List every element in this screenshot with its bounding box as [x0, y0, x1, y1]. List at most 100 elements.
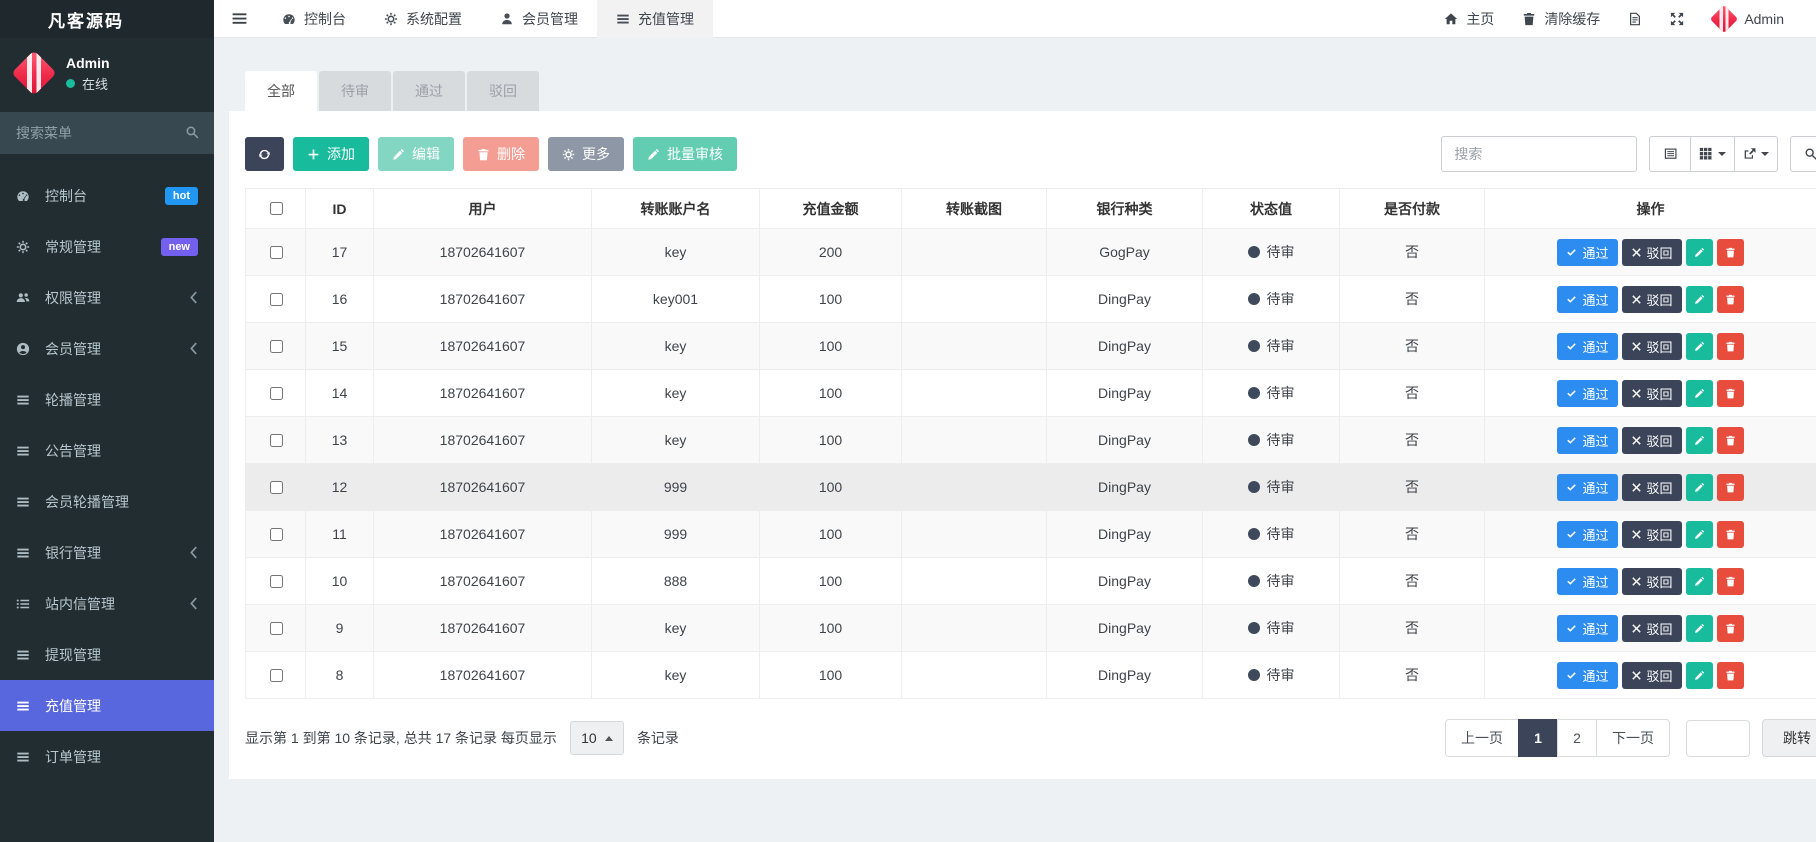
delete-row-button[interactable] [1716, 473, 1744, 501]
edit-row-button[interactable] [1685, 238, 1713, 266]
row-account: key [591, 651, 760, 699]
delete-row-button[interactable] [1716, 238, 1744, 266]
delete-row-button[interactable] [1716, 661, 1744, 689]
edit-row-button[interactable] [1685, 332, 1713, 360]
row-checkbox[interactable] [269, 386, 283, 400]
row-checkbox[interactable] [269, 574, 283, 588]
row-checkbox[interactable] [269, 621, 283, 635]
tab-全部[interactable]: 全部 [245, 71, 317, 111]
reject-button[interactable]: 驳回 [1621, 379, 1682, 407]
topnav-item-recharge[interactable]: 充值管理 [597, 0, 713, 38]
sidebar-search-input[interactable] [0, 112, 214, 154]
sidebar-item-general[interactable]: 常规管理 new [0, 221, 214, 272]
approve-button[interactable]: 通过 [1557, 238, 1618, 266]
add-button[interactable]: 添加 [293, 137, 369, 171]
prev-page-button[interactable]: 上一页 [1445, 719, 1519, 757]
edit-row-button[interactable] [1685, 285, 1713, 313]
delete-row-button[interactable] [1716, 332, 1744, 360]
reject-button[interactable]: 驳回 [1621, 567, 1682, 595]
brand[interactable]: 凡客源码 [0, 0, 214, 38]
approve-button[interactable]: 通过 [1557, 614, 1618, 642]
edit-row-button[interactable] [1685, 379, 1713, 407]
page-jump-input[interactable] [1686, 719, 1750, 757]
page-button-2[interactable]: 2 [1557, 719, 1597, 757]
sidebar-item-recharge[interactable]: 充值管理 [0, 680, 214, 731]
approve-button[interactable]: 通过 [1557, 661, 1618, 689]
approve-button[interactable]: 通过 [1557, 520, 1618, 548]
search-submit-button[interactable] [1790, 136, 1816, 172]
topnav-item-member[interactable]: 会员管理 [481, 0, 597, 38]
topnav-item-dashboard[interactable]: 控制台 [263, 0, 365, 38]
approve-button[interactable]: 通过 [1557, 426, 1618, 454]
sidebar-item-dashboard[interactable]: 控制台 hot [0, 170, 214, 221]
check-icon [1566, 294, 1577, 305]
tab-待审[interactable]: 待审 [319, 71, 391, 111]
approve-button[interactable]: 通过 [1557, 379, 1618, 407]
export-button[interactable] [1734, 136, 1778, 172]
page-jump-button[interactable]: 跳转 [1762, 719, 1816, 757]
edit-row-button[interactable] [1685, 520, 1713, 548]
reject-button[interactable]: 驳回 [1621, 473, 1682, 501]
page-button-1[interactable]: 1 [1518, 719, 1558, 757]
edit-row-button[interactable] [1685, 661, 1713, 689]
reject-button[interactable]: 驳回 [1621, 520, 1682, 548]
select-all-checkbox[interactable] [269, 202, 283, 215]
detail-view-button[interactable] [1649, 136, 1692, 172]
batch-audit-button[interactable]: 批量审核 [633, 137, 737, 171]
edit-row-button[interactable] [1685, 567, 1713, 595]
approve-button[interactable]: 通过 [1557, 332, 1618, 360]
approve-button[interactable]: 通过 [1557, 567, 1618, 595]
page-size-button[interactable]: 10 [569, 721, 624, 755]
row-checkbox[interactable] [269, 292, 283, 306]
admin-menu[interactable]: Admin [1698, 0, 1798, 38]
approve-button[interactable]: 通过 [1557, 473, 1618, 501]
home-link[interactable]: 主页 [1430, 0, 1508, 38]
topnav-item-config[interactable]: 系统配置 [365, 0, 481, 38]
delete-row-button[interactable] [1716, 379, 1744, 407]
row-checkbox[interactable] [269, 339, 283, 353]
row-checkbox[interactable] [269, 668, 283, 682]
delete-row-button[interactable] [1716, 426, 1744, 454]
delete-row-button[interactable] [1716, 520, 1744, 548]
reject-button[interactable]: 驳回 [1621, 426, 1682, 454]
edit-button[interactable]: 编辑 [378, 137, 454, 171]
reject-button[interactable]: 驳回 [1621, 238, 1682, 266]
edit-row-button[interactable] [1685, 614, 1713, 642]
reject-button[interactable]: 驳回 [1621, 661, 1682, 689]
reject-button[interactable]: 驳回 [1621, 332, 1682, 360]
edit-row-button[interactable] [1685, 426, 1713, 454]
columns-button[interactable] [1691, 136, 1735, 172]
tab-通过[interactable]: 通过 [393, 71, 465, 111]
search-icon[interactable] [185, 125, 199, 139]
language-button[interactable] [1614, 0, 1656, 38]
reject-button[interactable]: 驳回 [1621, 285, 1682, 313]
delete-row-button[interactable] [1716, 614, 1744, 642]
approve-button[interactable]: 通过 [1557, 285, 1618, 313]
next-page-button[interactable]: 下一页 [1596, 719, 1670, 757]
row-checkbox[interactable] [269, 245, 283, 259]
fullscreen-button[interactable] [1656, 0, 1698, 38]
clear-cache-link[interactable]: 清除缓存 [1508, 0, 1614, 38]
sidebar-item-bank[interactable]: 银行管理 [0, 527, 214, 578]
delete-row-button[interactable] [1716, 285, 1744, 313]
delete-row-button[interactable] [1716, 567, 1744, 595]
sidebar-item-notice[interactable]: 公告管理 [0, 425, 214, 476]
more-button[interactable]: 更多 [548, 137, 624, 171]
edit-row-button[interactable] [1685, 473, 1713, 501]
sidebar-item-permission[interactable]: 权限管理 [0, 272, 214, 323]
sidebar-item-member-carousel[interactable]: 会员轮播管理 [0, 476, 214, 527]
sidebar-item-carousel[interactable]: 轮播管理 [0, 374, 214, 425]
sidebar-item-order[interactable]: 订单管理 [0, 731, 214, 782]
delete-button[interactable]: 删除 [463, 137, 539, 171]
sidebar-item-member[interactable]: 会员管理 [0, 323, 214, 374]
table-search-input[interactable] [1441, 136, 1638, 172]
reject-button[interactable]: 驳回 [1621, 614, 1682, 642]
refresh-button[interactable] [245, 137, 284, 171]
row-checkbox[interactable] [269, 433, 283, 447]
tab-驳回[interactable]: 驳回 [467, 71, 539, 111]
sidebar-item-withdraw[interactable]: 提现管理 [0, 629, 214, 680]
sidebar-item-message[interactable]: 站内信管理 [0, 578, 214, 629]
row-checkbox[interactable] [269, 527, 283, 541]
row-checkbox[interactable] [269, 480, 283, 494]
menu-toggle-icon[interactable] [214, 10, 263, 27]
